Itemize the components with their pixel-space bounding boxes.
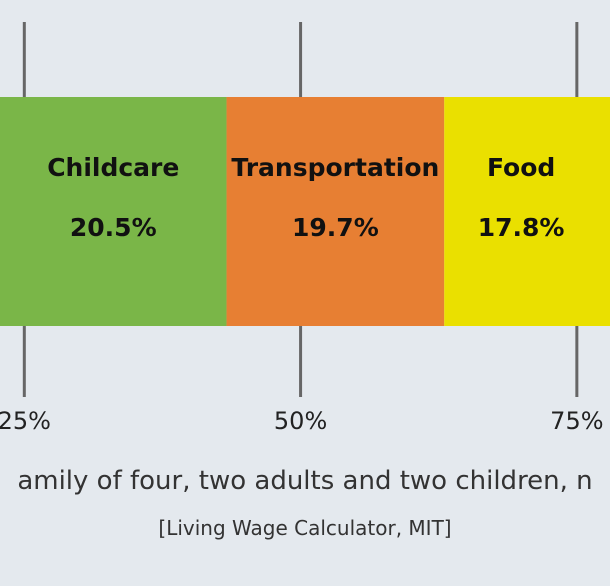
segment-labels: Childcare 20.5% Transportation 19.7% Food 17.… — [47, 153, 564, 242]
chart-caption: amily of four, two adults and two childr… — [17, 466, 593, 496]
segment-value-transportation: 19.7% — [292, 213, 379, 242]
segment-value-childcare: 20.5% — [70, 213, 157, 242]
bar-segment-childcare — [0, 97, 227, 326]
segment-label-childcare: Childcare — [47, 153, 179, 182]
tick-label-50: 50% — [274, 407, 327, 435]
tick-label-25: 25% — [0, 407, 51, 435]
tick-labels: 25% 50% 75% — [0, 407, 604, 435]
top-tick-marks — [22, 22, 579, 97]
segment-value-food: 17.8% — [478, 213, 565, 242]
bar-segments — [0, 97, 610, 326]
bottom-tick-marks — [22, 326, 579, 397]
tick-label-75: 75% — [550, 407, 603, 435]
bar-segment-food — [444, 97, 610, 326]
segment-label-transportation: Transportation — [231, 153, 439, 182]
bar-segment-transportation — [226, 97, 445, 326]
chart-source: [Living Wage Calculator, MIT] — [158, 516, 452, 540]
segment-label-food: Food — [487, 153, 555, 182]
